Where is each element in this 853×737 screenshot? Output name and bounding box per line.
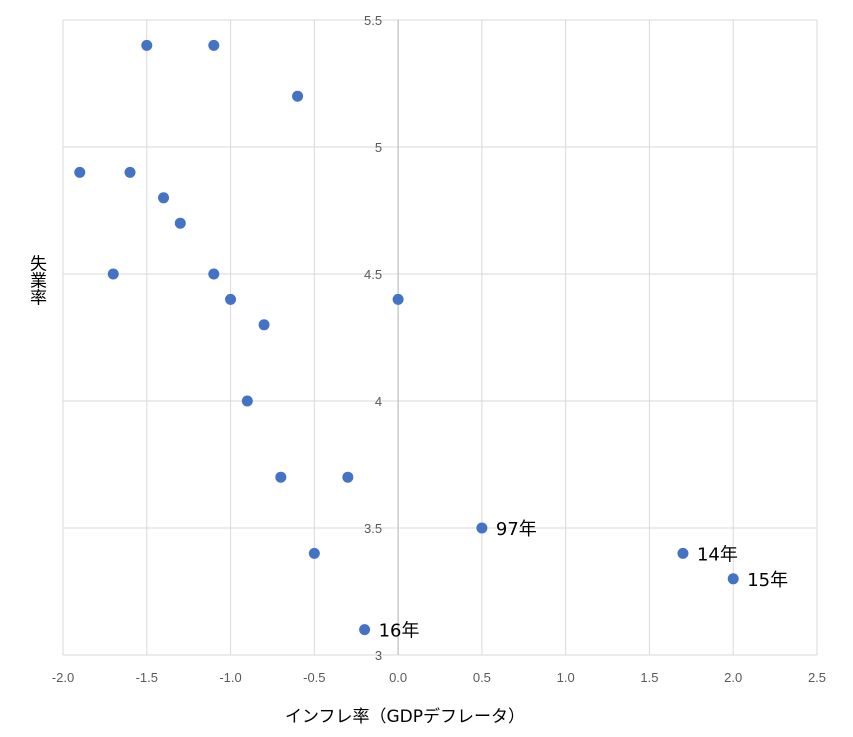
x-tick-label: -0.5 [303,670,325,685]
data-point [141,39,153,51]
data-point-label: 15年 [747,570,788,591]
data-point [225,293,237,305]
data-point [158,192,170,204]
data-point-label: 97年 [496,519,537,540]
x-axis-title: インフレ率（GDPデフレータ） [285,706,525,727]
data-point [308,547,320,559]
y-tick-label: 3 [375,648,382,663]
data-point [476,522,488,534]
data-point [208,39,220,51]
y-axis-title: 失業率 [26,254,47,305]
x-tick-label: 2.5 [808,670,826,685]
data-point [292,90,304,102]
x-tick-label: 2.0 [724,670,742,685]
y-tick-label: 3.5 [364,521,382,536]
data-point [258,319,270,331]
data-point [677,547,689,559]
y-tick-label: 5.5 [364,13,382,28]
x-tick-label: 1.0 [557,670,575,685]
data-points [74,39,739,636]
x-tick-label: -2.0 [52,670,74,685]
x-tick-label: 0.0 [389,670,407,685]
data-point-label: 14年 [697,544,738,565]
data-point [107,268,119,280]
x-tick-label: -1.0 [219,670,241,685]
data-point [359,624,371,636]
tick-labels: -2.0 -1.5 -1.0 -0.5 0.0 0.5 1.0 1.5 2.0 2.5 3 3.5 4 4… [52,13,826,685]
x-tick-label: 1.5 [640,670,658,685]
data-point-label: 16年 [379,621,420,642]
data-point [74,166,86,178]
data-point [275,471,287,483]
x-tick-label: 0.5 [473,670,491,685]
data-point [392,293,404,305]
y-tick-label: 5 [375,140,382,155]
data-point [174,217,186,229]
x-tick-label: -1.5 [136,670,158,685]
point-labels: 97年 14年 15年 16年 [379,519,789,642]
y-tick-label: 4.5 [364,267,382,282]
data-point [342,471,354,483]
y-tick-label: 4 [375,394,382,409]
data-point [241,395,253,407]
data-point [124,166,136,178]
data-point [208,268,220,280]
data-point [727,573,739,585]
